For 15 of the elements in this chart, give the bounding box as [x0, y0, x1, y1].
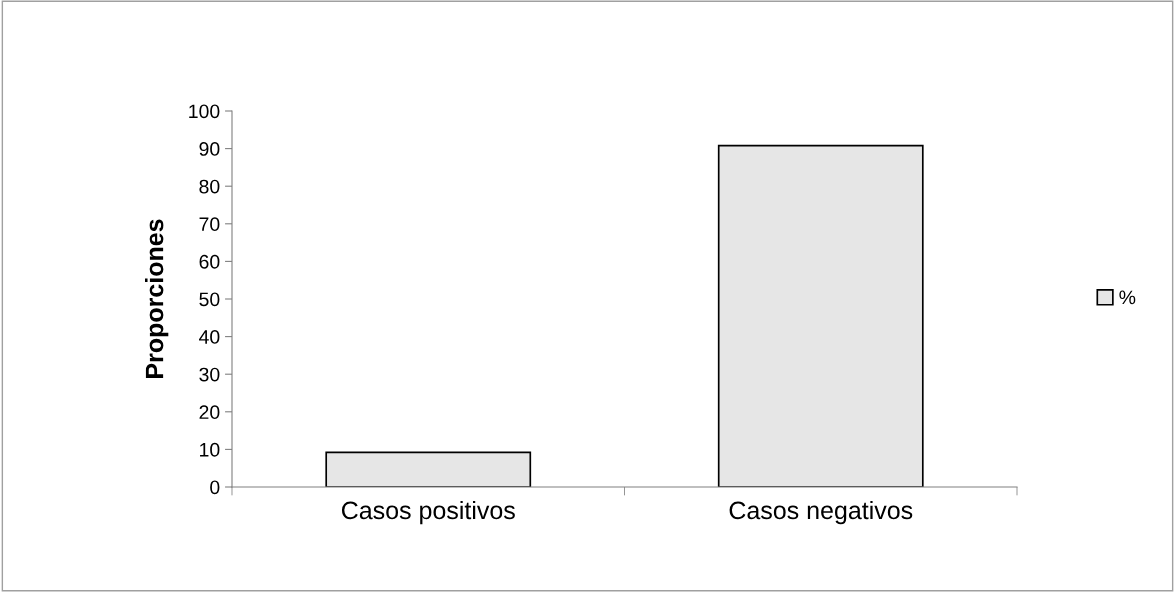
y-tick-label: 50	[199, 292, 220, 307]
y-tick-label: 30	[199, 367, 220, 382]
y-tick-label: 0	[210, 480, 220, 495]
y-tick-label: 20	[199, 405, 220, 420]
x-tick-label: Casos negativos	[729, 500, 913, 525]
y-tick-label: 100	[189, 104, 220, 119]
x-tick-label: Casos positivos	[341, 500, 515, 525]
y-tick-label: 60	[199, 254, 220, 269]
y-axis-title: Proporciones	[145, 219, 169, 378]
legend-label: %	[1119, 290, 1136, 305]
y-tick-label: 90	[199, 142, 220, 156]
y-tick-label: 40	[199, 330, 220, 344]
y-tick-label: 80	[199, 179, 220, 194]
y-tick-label: 10	[200, 442, 220, 457]
y-tick-label: 70	[199, 217, 220, 232]
